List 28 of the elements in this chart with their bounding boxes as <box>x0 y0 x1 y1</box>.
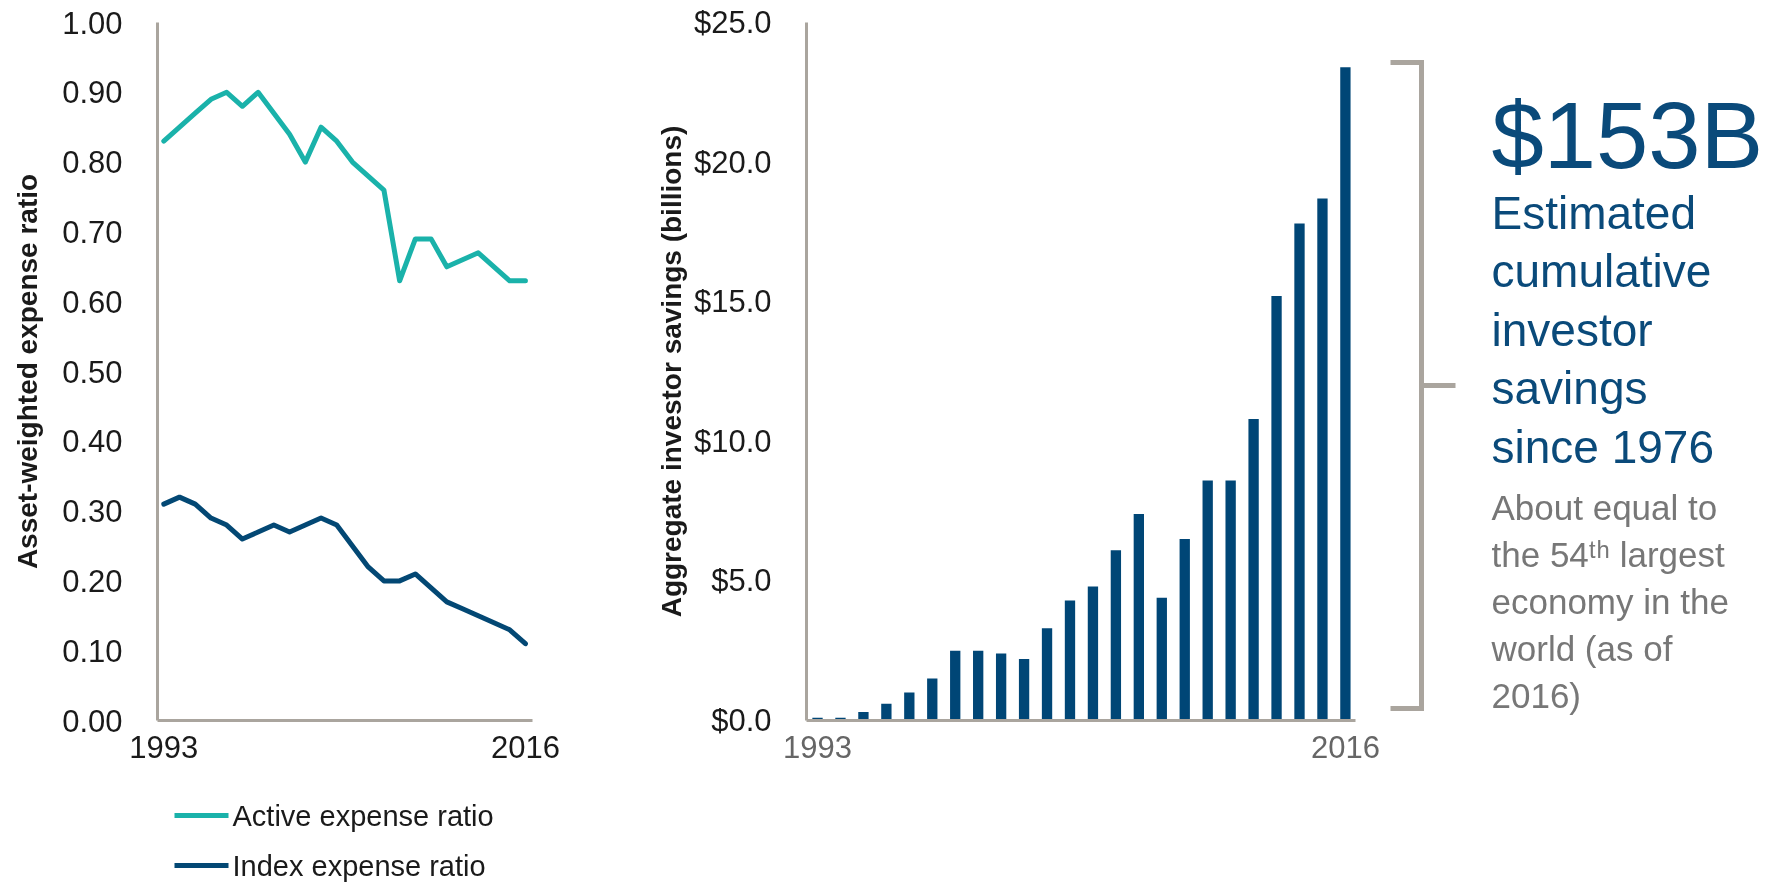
y-tick-label: $25.0 <box>693 5 772 40</box>
y-tick-label: $0.0 <box>711 703 772 738</box>
y-tick-label: 0.80 <box>62 145 123 181</box>
legend-label: Index expense ratio <box>232 849 486 882</box>
x-tick-label: 1993 <box>129 729 199 765</box>
y-tick-label: 0.20 <box>62 563 123 599</box>
text: About equal to the 54ᵗʰ largest economy in the world (as of 2016) <box>1490 488 1729 715</box>
y-tick-label: $5.0 <box>711 563 772 599</box>
y-tick-label: $10.0 <box>693 423 772 459</box>
x-tick-label: 2016 <box>1310 729 1380 765</box>
text: Estimated cumulative investor savings since 1976 <box>1491 186 1714 473</box>
x-tick-label: 1993 <box>783 729 852 765</box>
y-tick-label: $15.0 <box>693 284 772 320</box>
y-tick-label: 0.10 <box>62 633 123 669</box>
legend-label: Active expense ratio <box>232 799 494 832</box>
y-tick-label: 0.90 <box>62 75 123 111</box>
y-tick-label: 1.00 <box>62 5 123 41</box>
text: $153B <box>1491 83 1764 188</box>
y-axis-title: Asset-weighted expense ratio <box>12 173 44 570</box>
y-tick-label: $20.0 <box>693 144 772 180</box>
y-tick-label: 0.30 <box>62 494 123 530</box>
y-tick-label: 0.40 <box>62 424 123 460</box>
y-tick-label: 0.70 <box>62 214 123 250</box>
y-tick-label: 0.00 <box>62 703 123 739</box>
x-tick-label: 2016 <box>490 729 560 765</box>
y-tick-label: 0.50 <box>62 354 123 390</box>
y-tick-label: 0.60 <box>62 284 123 320</box>
y-axis-title: Aggregate investor savings (billions) <box>655 125 687 618</box>
